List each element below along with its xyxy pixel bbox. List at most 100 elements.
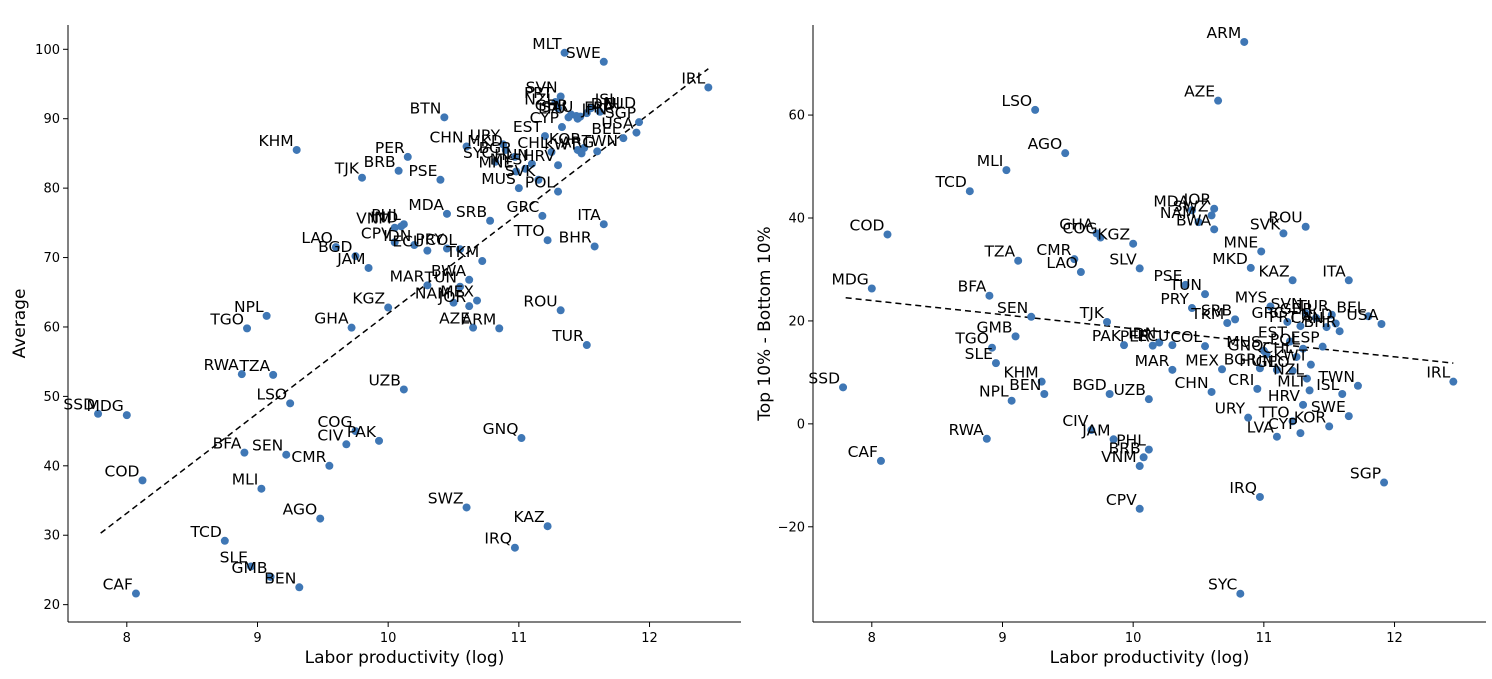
- data-point: [423, 281, 432, 290]
- point-label: MDA: [1153, 192, 1189, 210]
- data-point: [1285, 337, 1294, 346]
- point-label: BGR: [1224, 350, 1257, 368]
- data-point: [257, 484, 266, 493]
- point-label: LVA: [1247, 419, 1275, 437]
- data-point: [399, 385, 408, 394]
- point-label: TWN: [1318, 368, 1355, 386]
- data-point: [1155, 338, 1164, 347]
- data-point: [131, 589, 140, 598]
- data-point: [1246, 263, 1255, 272]
- data-point: [573, 114, 582, 123]
- data-point: [1292, 352, 1301, 361]
- point-label: BEN: [264, 569, 296, 587]
- point-label: LSO: [256, 385, 287, 403]
- data-point: [1223, 318, 1232, 327]
- point-label: POL: [1270, 331, 1301, 349]
- data-point: [1305, 386, 1314, 395]
- point-label: IRL: [1426, 364, 1450, 382]
- data-point: [423, 246, 432, 255]
- data-point: [1344, 276, 1353, 285]
- point-label: ITA: [577, 206, 601, 224]
- point-label: BHR: [559, 228, 592, 246]
- point-label: AGO: [283, 501, 318, 519]
- data-point: [557, 123, 566, 132]
- point-label: AGO: [1028, 135, 1063, 153]
- point-label: MAR: [1135, 352, 1170, 370]
- point-label: RWA: [204, 356, 240, 374]
- point-label: BGD: [1072, 376, 1106, 394]
- data-point: [266, 572, 275, 581]
- point-label: GMB: [977, 318, 1013, 336]
- x-axis-title: Labor productivity (log): [305, 648, 505, 668]
- point-label: MKD: [1212, 250, 1248, 268]
- y-tick-label: −20: [778, 520, 805, 535]
- data-point: [514, 184, 523, 193]
- point-label: TKM: [445, 243, 479, 261]
- data-point: [243, 324, 252, 333]
- data-point: [517, 434, 526, 443]
- data-point: [540, 132, 549, 141]
- data-point: [704, 83, 713, 92]
- point-label: JOR: [1183, 191, 1212, 209]
- data-point: [577, 149, 586, 158]
- point-label: MLT: [532, 35, 562, 53]
- data-point: [1335, 327, 1344, 336]
- point-label: GBR: [535, 97, 569, 115]
- point-label: CIV: [317, 426, 343, 444]
- data-point: [1240, 37, 1249, 46]
- point-label: NZL: [524, 90, 555, 108]
- y-tick-label: 60: [788, 109, 805, 124]
- data-point: [1301, 222, 1310, 231]
- data-point: [384, 303, 393, 312]
- point-label: EST: [1258, 324, 1288, 342]
- point-label: SEN: [252, 437, 283, 455]
- point-label: BRB: [364, 153, 396, 171]
- point-label: COL: [425, 231, 457, 249]
- point-label: MDA: [408, 196, 444, 214]
- data-point: [1301, 309, 1310, 318]
- data-point: [410, 241, 419, 250]
- data-point: [403, 152, 412, 161]
- x-tick-label: 11: [1256, 631, 1273, 646]
- data-point: [282, 450, 291, 459]
- data-point: [1266, 302, 1275, 311]
- data-point: [582, 109, 591, 118]
- data-point: [1011, 332, 1020, 341]
- data-point: [1299, 344, 1308, 353]
- point-label: SSD: [63, 396, 95, 414]
- point-label: NPL: [234, 298, 264, 316]
- point-label: MNE: [1223, 233, 1258, 251]
- point-label: SLE: [965, 345, 993, 363]
- data-point: [564, 113, 573, 122]
- data-point: [985, 291, 994, 300]
- point-label: TUN: [1169, 276, 1202, 294]
- data-point: [1120, 341, 1129, 350]
- data-point: [554, 161, 563, 170]
- y-axis-title: Average: [10, 289, 30, 359]
- point-label: BWA: [431, 262, 467, 280]
- point-label: VNM: [1101, 448, 1137, 466]
- data-point: [94, 409, 103, 418]
- point-label: KGZ: [352, 290, 385, 308]
- data-point: [1255, 492, 1264, 501]
- data-point: [1380, 478, 1389, 487]
- point-label: SVN: [1271, 295, 1303, 313]
- point-label: CHL: [517, 134, 548, 152]
- data-point: [351, 252, 360, 261]
- point-label: CRI: [1228, 371, 1254, 389]
- point-label: GRC: [1252, 304, 1285, 322]
- data-point: [220, 536, 229, 545]
- data-point: [440, 113, 449, 122]
- data-point: [1344, 412, 1353, 421]
- y-axis-title: Top 10% - Bottom 10%: [755, 226, 775, 421]
- data-point: [1031, 105, 1040, 114]
- point-label: LAO: [301, 229, 333, 247]
- data-point: [1103, 317, 1112, 326]
- point-label: SGP: [1350, 465, 1381, 483]
- data-point: [473, 296, 482, 305]
- point-label: LSO: [1001, 92, 1032, 110]
- point-label: USA: [601, 115, 633, 133]
- point-label: MEX: [440, 283, 474, 301]
- data-point: [1318, 342, 1327, 351]
- data-point: [1302, 374, 1311, 383]
